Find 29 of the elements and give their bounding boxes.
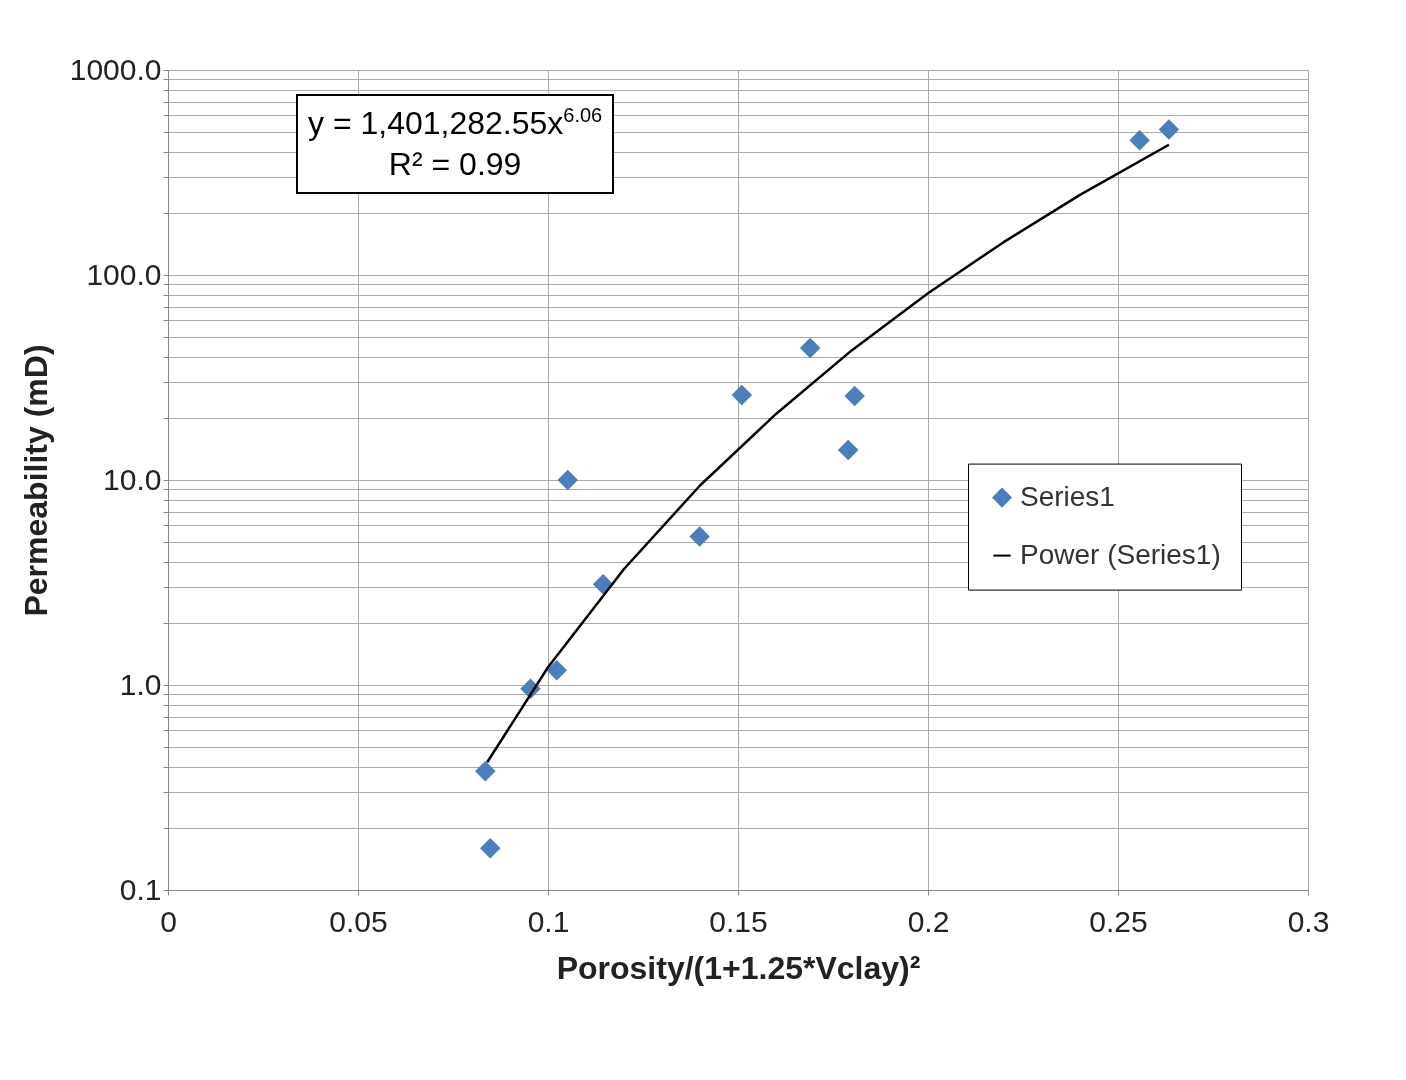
point [837,439,859,461]
point [844,385,865,407]
x-axis-title: Porosity/(1+1.25*Vclay)² [556,949,921,986]
x-tick-label: 0.3 [1287,904,1330,938]
y-tick-label: 10.0 [103,462,162,496]
point [731,384,753,406]
annotation: y = 1,401,282.55x$^{6.06}$ [308,103,603,143]
point [479,837,501,859]
y-tick-label: 1.0 [119,667,162,701]
legend-label: Series1 [1020,480,1115,512]
y-axis-title: Permeability (mD) [17,344,54,617]
annotation: R² = 0.99 [387,145,523,185]
x-tick-label: 0 [160,904,177,938]
y-tick-label: 100.0 [86,257,162,291]
point [689,526,710,547]
x-tick-label: 0.1 [527,904,570,938]
x-tick-label: 0.05 [329,904,388,938]
legend-label: Power (Series1) [1020,538,1221,570]
y-tick-label: 0.1 [119,872,162,906]
y-tick-label: 1000.0 [69,52,162,86]
x-tick-label: 0.15 [709,904,768,938]
x-tick-label: 0.25 [1089,904,1148,938]
point [475,760,496,782]
x-tick-label: 0.2 [907,904,950,938]
point [799,337,821,359]
point [557,469,579,491]
point [1158,119,1180,140]
point [1129,130,1150,151]
point [546,660,567,681]
